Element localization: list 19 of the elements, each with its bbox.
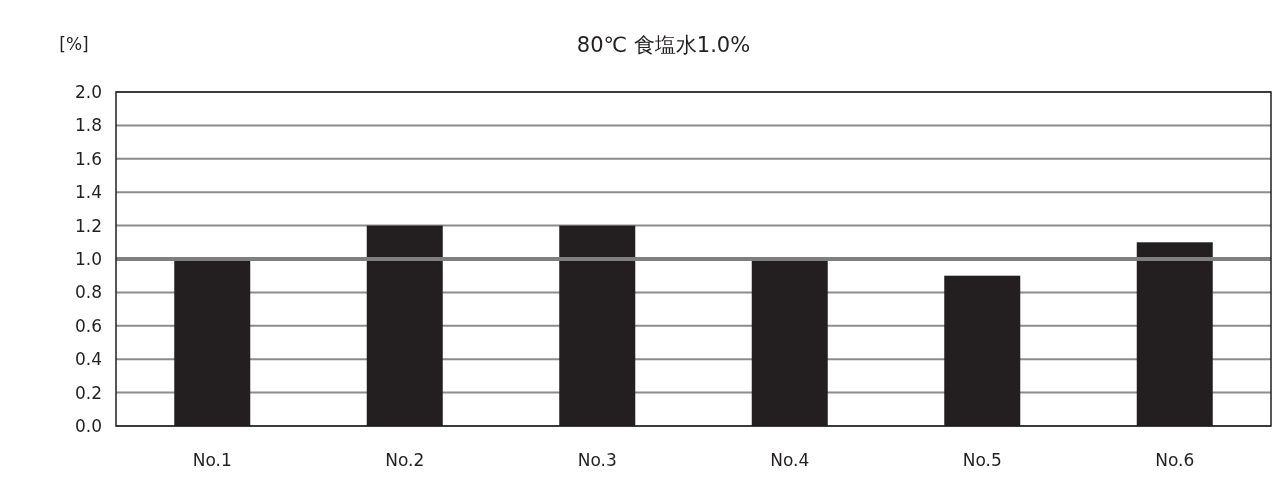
x-tick-label: No.5 xyxy=(962,450,1002,470)
y-tick-label: 2.0 xyxy=(74,82,102,102)
x-tick-label: No.4 xyxy=(770,450,810,470)
y-tick-label: 0.0 xyxy=(74,416,102,436)
y-tick-label: 0.8 xyxy=(74,282,102,303)
y-axis-title: [%] xyxy=(59,34,89,54)
x-tick-label: No.2 xyxy=(385,450,425,470)
y-tick-label: 1.4 xyxy=(74,182,102,203)
x-tick-label: No.1 xyxy=(192,450,232,470)
x-tick-label: No.3 xyxy=(577,450,617,470)
y-tick-label: 1.0 xyxy=(74,249,102,269)
y-tick-label: 1.8 xyxy=(74,115,102,136)
y-tick-label: 0.4 xyxy=(74,349,102,370)
y-tick-label: 1.6 xyxy=(74,148,102,169)
x-tick-label: No.6 xyxy=(1155,450,1195,470)
y-tick-label: 1.2 xyxy=(74,215,102,236)
chart-title: 80℃ 食塩水1.0% xyxy=(576,33,751,57)
y-tick-label: 0.2 xyxy=(74,382,102,403)
y-tick-label: 0.6 xyxy=(74,315,102,336)
